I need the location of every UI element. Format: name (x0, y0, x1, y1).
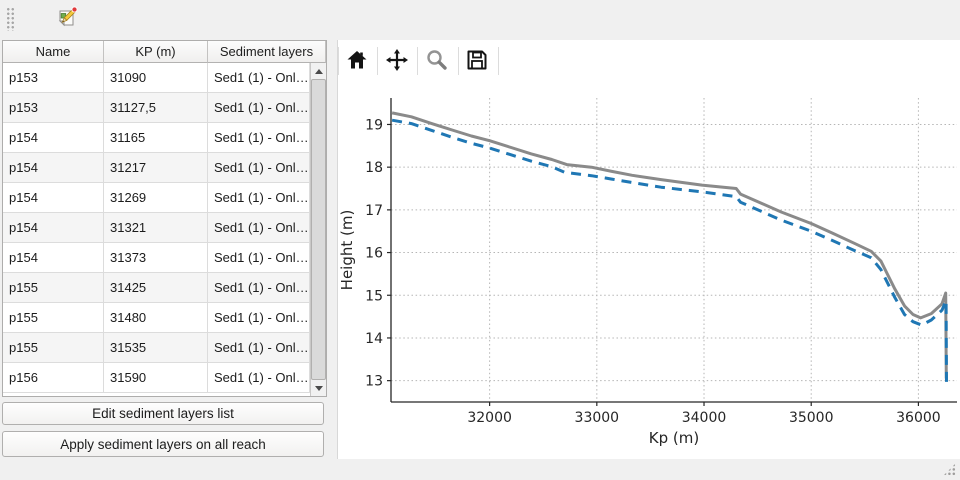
apply-sediment-layers-button[interactable]: Apply sediment layers on all reach (2, 431, 324, 457)
table-row[interactable]: p154 31269 Sed1 (1) - Onl… (3, 183, 310, 213)
table-row[interactable]: p153 31090 Sed1 (1) - Onl… (3, 63, 310, 93)
cell-kp[interactable]: 31321 (104, 213, 208, 243)
cell-name[interactable]: p153 (3, 63, 104, 93)
toolbar-drag-handle[interactable] (6, 7, 15, 31)
series-line-top-profile (391, 111, 948, 379)
cell-sediment[interactable]: Sed1 (1) - Onl… (208, 303, 310, 333)
zoom-icon (427, 50, 447, 70)
cell-name[interactable]: p156 (3, 363, 104, 393)
y-tick-label: 18 (365, 160, 383, 176)
cell-kp[interactable]: 31535 (104, 333, 208, 363)
cell-sediment[interactable]: Sed1 (1) - Onl… (208, 333, 310, 363)
series-line-sediment-profile (391, 118, 948, 385)
toolbar-separator (498, 47, 499, 75)
cell-sediment[interactable]: Sed1 (1) - Onl… (208, 273, 310, 303)
save-button[interactable] (462, 45, 492, 75)
table-row[interactable]: p154 31217 Sed1 (1) - Onl… (3, 153, 310, 183)
x-tick-label: 36000 (896, 410, 941, 426)
scroll-down-icon (314, 385, 323, 391)
table-row[interactable]: p155 31535 Sed1 (1) - Onl… (3, 333, 310, 363)
cell-kp[interactable]: 31217 (104, 153, 208, 183)
cell-kp[interactable]: 31127,5 (104, 93, 208, 123)
toolbar-separator (458, 47, 459, 75)
cell-kp[interactable]: 31590 (104, 363, 208, 393)
cell-name[interactable]: p154 (3, 153, 104, 183)
y-tick-label: 15 (365, 288, 383, 304)
cell-kp[interactable]: 31090 (104, 63, 208, 93)
edit-sediment-tool-button[interactable] (52, 3, 82, 33)
toolbar-separator (377, 47, 378, 75)
main-toolbar (0, 0, 960, 36)
y-tick-label: 16 (365, 246, 383, 262)
cell-kp[interactable]: 31165 (104, 123, 208, 153)
y-tick-label: 14 (365, 331, 383, 347)
chart-canvas[interactable]: 32000 33000 34000 35000 36000 13 14 15 16 17 18 19 K… (338, 40, 960, 459)
column-header-kp[interactable]: KP (m) (104, 41, 208, 63)
toolbar-separator (417, 47, 418, 75)
edit-pencil-icon (58, 6, 78, 27)
column-header-name[interactable]: Name (3, 41, 104, 63)
zoom-button[interactable] (422, 45, 452, 75)
table-scrollbar[interactable] (310, 63, 326, 396)
cell-name[interactable]: p154 (3, 123, 104, 153)
resize-grip-icon[interactable] (943, 463, 956, 476)
cell-sediment[interactable]: Sed1 (1) - Onl… (208, 183, 310, 213)
home-icon (347, 51, 367, 69)
table-body: p153 31090 Sed1 (1) - Onl… p153 31127,5 Sed1 … (3, 63, 310, 396)
pan-button[interactable] (382, 45, 412, 75)
cell-sediment[interactable]: Sed1 (1) - Onl… (208, 93, 310, 123)
table-row[interactable]: p156 31590 Sed1 (1) - Onl… (3, 363, 310, 393)
home-button[interactable] (342, 45, 372, 75)
toolbar-separator (338, 47, 339, 75)
cell-sediment[interactable]: Sed1 (1) - Onl… (208, 363, 310, 393)
table-row[interactable]: p153 31127,5 Sed1 (1) - Onl… (3, 93, 310, 123)
cell-name[interactable]: p154 (3, 213, 104, 243)
cell-kp[interactable]: 31480 (104, 303, 208, 333)
table-row[interactable]: p154 31373 Sed1 (1) - Onl… (3, 243, 310, 273)
table-row[interactable]: p155 31425 Sed1 (1) - Onl… (3, 273, 310, 303)
scroll-up-button[interactable] (311, 63, 326, 79)
cell-sediment[interactable]: Sed1 (1) - Onl… (208, 153, 310, 183)
save-icon (467, 50, 487, 70)
x-tick-label: 35000 (789, 410, 834, 426)
cell-name[interactable]: p155 (3, 333, 104, 363)
chart-panel: 32000 33000 34000 35000 36000 13 14 15 16 17 18 19 K… (337, 40, 960, 459)
x-axis-label: Kp (m) (649, 429, 699, 447)
table-row[interactable]: p154 31321 Sed1 (1) - Onl… (3, 213, 310, 243)
y-axis-label: Height (m) (338, 210, 356, 291)
cell-name[interactable]: p155 (3, 303, 104, 333)
y-tick-label: 13 (365, 374, 383, 390)
cell-kp[interactable]: 31373 (104, 243, 208, 273)
x-tick-label: 32000 (467, 410, 512, 426)
edit-sediment-layers-button[interactable]: Edit sediment layers list (2, 402, 324, 425)
cell-name[interactable]: p153 (3, 93, 104, 123)
cell-name[interactable]: p154 (3, 183, 104, 213)
scroll-down-button[interactable] (311, 380, 326, 396)
cell-kp[interactable]: 31269 (104, 183, 208, 213)
table-row[interactable]: p154 31165 Sed1 (1) - Onl… (3, 123, 310, 153)
cell-kp[interactable]: 31425 (104, 273, 208, 303)
cell-sediment[interactable]: Sed1 (1) - Onl… (208, 63, 310, 93)
x-tick-label: 33000 (575, 410, 620, 426)
sediment-table: Name KP (m) Sediment layers p153 31090 Sed… (2, 40, 327, 397)
cell-sediment[interactable]: Sed1 (1) - Onl… (208, 123, 310, 153)
scroll-up-icon (314, 68, 323, 74)
table-header: Name KP (m) Sediment layers (3, 41, 326, 63)
cell-name[interactable]: p155 (3, 273, 104, 303)
scrollbar-thumb[interactable] (311, 79, 326, 380)
column-header-sediment-layers[interactable]: Sediment layers (208, 41, 326, 63)
y-tick-label: 19 (365, 117, 383, 133)
cell-sediment[interactable]: Sed1 (1) - Onl… (208, 243, 310, 273)
y-tick-label: 17 (365, 203, 383, 219)
cell-sediment[interactable]: Sed1 (1) - Onl… (208, 213, 310, 243)
cell-name[interactable]: p154 (3, 243, 104, 273)
x-tick-label: 34000 (682, 410, 727, 426)
table-row[interactable]: p155 31480 Sed1 (1) - Onl… (3, 303, 310, 333)
pan-icon (386, 49, 408, 71)
